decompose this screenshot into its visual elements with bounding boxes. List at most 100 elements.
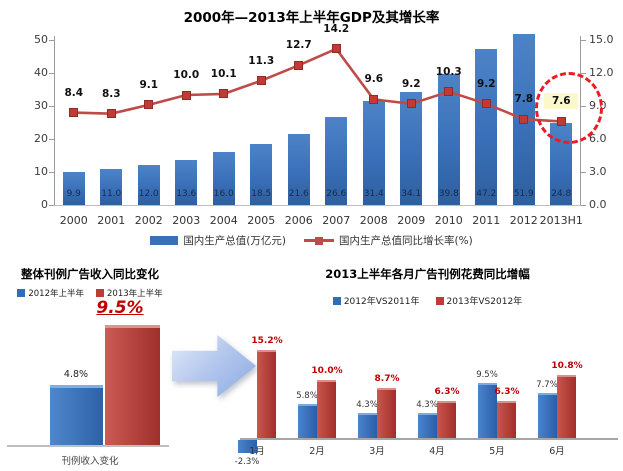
monthly-bar-prev-value: 9.5% [476,369,498,380]
flow-arrow-icon [172,333,256,399]
gdp-bar-value: 31.4 [363,189,384,199]
monthly-bar-curr-value: 8.7% [374,373,400,384]
adrev-chart-title: 整体刊例广告收入同比变化 [21,267,159,281]
left-tick-label: 40 [34,66,48,79]
legend-swatch [332,296,341,305]
left-tick-label: 0 [41,198,48,211]
monthly-legend: 2012年VS2011年 2013年VS2012年 [232,294,623,307]
monthly-ad-spend-chart: 2013上半年各月广告刊例花费同比增幅 2012年VS2011年 2013年VS2… [232,262,623,471]
monthly-chart-title: 2013上半年各月广告刊例花费同比增幅 [325,267,530,281]
monthly-plot-area: 2012年VS2011年 2013年VS2012年 -2.3% 15.2% 1月 5.8%… [232,262,623,471]
highlight-dashed-circle [535,72,604,145]
gdp-bar-value: 26.6 [326,189,347,199]
gdp-legend: 国内生产总值(万亿元) 国内生产总值同比增长率(%) [0,233,623,248]
x-axis-label: 3月 [369,446,385,457]
legend-item: 2013年上半年 [96,287,163,299]
growth-line-marker [219,89,229,99]
monthly-bar-prev-value: -2.3% [234,457,260,468]
legend-label: 2013年上半年 [107,289,163,299]
gdp-bar-value: 24.8 [551,189,572,199]
gdp-bar [325,117,348,205]
growth-line-value: 12.7 [285,39,312,52]
x-axis-label: 2005 [247,214,276,227]
growth-line-marker [481,99,491,109]
gdp-bar-value: 13.6 [176,189,197,199]
monthly-bar-curr [257,349,276,438]
x-axis-label: 刊例收入变化 [61,456,119,467]
gdp-bar [362,101,385,205]
left-tick-mark [49,40,54,41]
x-axis-label: 2002 [134,214,163,227]
adrev-bar [105,325,160,445]
adrev-bar-value: 4.8% [63,368,89,380]
monthly-bar-curr-value: 10.0% [311,366,343,376]
gdp-bar [400,92,423,205]
legend-item: 2012年上半年 [17,287,84,299]
growth-line-value: 10.3 [435,65,462,78]
legend-swatch [96,289,104,297]
monthly-bar-prev [238,440,257,454]
right-tick-mark [581,73,586,74]
gdp-bar [212,152,235,205]
legend-item: 2013年VS2012年 [435,294,523,307]
monthly-bar-prev [538,393,557,438]
right-tick-label: 3.0 [589,165,607,178]
right-tick-mark [581,172,586,173]
adrev-growth-annotation: 9.5% [96,298,144,318]
monthly-bar-prev-value: 4.3% [416,400,438,411]
right-tick-label: 12.0 [589,66,614,79]
left-tick-label: 10 [34,165,48,178]
legend-item-gdp: 国内生产总值(万亿元) [150,233,286,248]
gdp-bar [100,168,123,205]
monthly-bar-curr [497,401,516,438]
x-axis-label: 2009 [397,214,426,227]
left-tick-label: 30 [34,99,48,112]
x-axis-label: 4月 [429,446,445,457]
x-axis-label: 2月 [309,446,325,457]
growth-line-value: 10.1 [210,67,237,80]
left-tick-mark [49,73,54,74]
monthly-bar-curr-value: 6.3% [434,387,460,398]
growth-line-marker [256,76,266,86]
monthly-bar-curr-value: 15.2% [251,335,283,346]
x-axis-line [7,445,169,447]
monthly-bar-curr-value: 10.8% [551,361,583,372]
monthly-bar-curr [317,380,336,438]
y-axis-left-line [54,36,55,206]
legend-line-marker [315,236,324,245]
growth-line-marker [369,94,379,104]
gdp-bar-value: 47.2 [476,189,497,199]
right-tick-mark [581,205,586,206]
left-tick-mark [49,172,54,173]
monthly-bar-prev-value: 5.8% [296,391,318,402]
gdp-combo-chart: 2000年—2013年上半年GDP及其增长率 0 10 20 30 40 50 0.0 3.0… [0,10,623,248]
growth-line-value: 9.1 [139,78,159,91]
gdp-bar [137,165,160,205]
x-axis-label: 2001 [97,214,126,227]
monthly-bar-prev [358,413,377,438]
x-axis-label: 2003 [172,214,201,227]
growth-line-marker [106,109,116,119]
growth-line-value: 7.8 [514,93,534,106]
growth-line-marker [294,60,304,70]
monthly-bar-curr [437,401,456,438]
x-axis-label: 2012 [509,214,538,227]
x-axis-label: 2013H1 [539,214,583,227]
legend-line-swatch [304,236,335,245]
growth-line-marker [69,108,79,118]
growth-line-marker [519,114,529,124]
growth-line-value: 14.2 [323,22,350,35]
growth-line-value: 8.3 [101,87,121,100]
legend-swatch [435,296,444,305]
legend-label: 2012年VS2011年 [343,297,420,307]
x-axis-line [240,438,618,440]
legend-label: 2013年VS2012年 [446,297,523,307]
x-axis-label: 6月 [549,446,565,457]
gdp-bar [250,143,273,205]
monthly-bar-curr [377,387,396,438]
growth-line-value: 9.2 [401,77,421,90]
growth-line-marker [444,87,454,97]
right-tick-label: 15.0 [589,33,614,46]
left-tick-label: 20 [34,132,48,145]
